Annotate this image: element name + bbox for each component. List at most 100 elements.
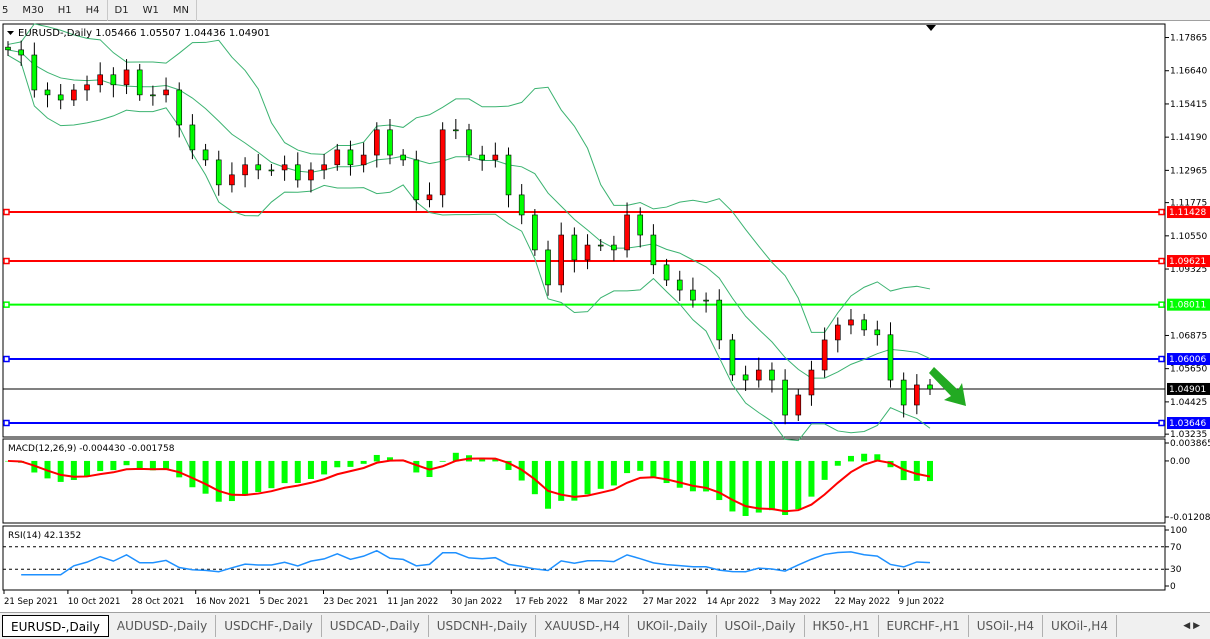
candle-body	[150, 94, 156, 97]
candle-body	[268, 169, 275, 172]
candle-body	[887, 334, 894, 381]
date-axis-label: 5 Dec 2021	[260, 597, 309, 607]
macd-histogram-bar	[242, 460, 249, 496]
level-price-badge	[1167, 255, 1210, 268]
price-axis-label: 1.04425	[1170, 398, 1207, 408]
rsi-label: RSI(14) 42.1352	[8, 531, 81, 541]
level-price-badge	[1167, 353, 1210, 366]
candle	[782, 369, 788, 425]
macd-histogram-bar	[255, 460, 262, 493]
timeframe-h1-button[interactable]: H1	[57, 4, 72, 16]
candle	[189, 114, 196, 160]
level-handle	[3, 208, 10, 216]
macd-histogram-bar	[321, 460, 328, 475]
macd-histogram-bar	[663, 460, 670, 484]
candle	[466, 123, 472, 162]
collapse-triangle-icon	[7, 31, 14, 35]
candle-body	[294, 164, 301, 181]
candle	[71, 84, 77, 106]
macd-histogram-bar	[149, 460, 156, 471]
macd-histogram-bar	[347, 460, 354, 467]
tab-usdchf-daily[interactable]: USDCHF-,Daily	[216, 615, 322, 637]
candle	[281, 155, 288, 181]
candle-body	[769, 369, 775, 381]
tab-ukoil-h4[interactable]: UKOil-,H4	[1043, 615, 1117, 637]
timeframe-5-button[interactable]: 5	[2, 4, 9, 16]
candle	[821, 327, 828, 378]
candle-body	[874, 329, 881, 336]
timeframe-mn-button[interactable]: MN	[172, 4, 189, 16]
timeframe-h4-button[interactable]: H4	[85, 4, 100, 16]
macd-histogram-bar	[795, 460, 802, 510]
date-axis-label: 30 Jan 2022	[451, 597, 502, 607]
macd-histogram-bar	[624, 460, 631, 474]
macd-histogram-bar	[676, 460, 683, 488]
macd-histogram-bar	[531, 460, 538, 495]
candle	[123, 59, 130, 95]
candle	[44, 82, 51, 108]
candle	[294, 152, 301, 188]
macd-label: MACD(12,26,9) -0.004430 -0.001758	[8, 444, 175, 454]
tab-usdcnh-daily[interactable]: USDCNH-,Daily	[429, 615, 537, 637]
candle-body	[281, 164, 288, 171]
macd-histogram-bar	[703, 460, 710, 492]
timeframe-m30-button[interactable]: M30	[22, 4, 44, 16]
rsi-axis-label: 70	[1170, 543, 1182, 553]
current-price-badge	[1167, 382, 1210, 395]
candle-body	[834, 324, 841, 341]
candle-body	[663, 264, 670, 281]
candle-body	[31, 54, 38, 91]
price-chart[interactable]: 1.17865 1.16640 1.15415 1.14190 1.12965 1.117…	[0, 21, 1210, 612]
level-handle	[3, 301, 10, 308]
candle-body	[861, 319, 867, 331]
candle-body	[532, 214, 538, 251]
tab-xauusd-h4[interactable]: XAUUSD-,H4	[536, 615, 629, 637]
candle-body	[558, 234, 565, 286]
candle-body	[690, 289, 696, 301]
level-handle	[1158, 208, 1165, 216]
level-handle	[3, 355, 10, 363]
candle-body	[44, 89, 51, 96]
tab-eurchf-h1[interactable]: EURCHF-,H1	[879, 615, 969, 637]
candle	[690, 277, 696, 308]
tab-usoil-h4[interactable]: USOil-,H4	[969, 615, 1044, 637]
tab-eurusd-daily[interactable]: EURUSD-,Daily	[2, 615, 109, 637]
candle-body	[360, 154, 367, 166]
candle-body	[808, 369, 815, 396]
candle	[597, 239, 604, 252]
candle	[97, 62, 103, 93]
tab-scroll-arrows[interactable]: ◀ ▶	[1183, 621, 1200, 631]
price-axis-label: 1.10550	[1170, 232, 1207, 242]
macd-histogram-bar	[70, 460, 77, 480]
tab-ukoil-daily[interactable]: UKOil-,Daily	[629, 615, 717, 637]
candle-body	[255, 164, 262, 171]
candle-body	[163, 89, 169, 96]
tab-audusd-daily[interactable]: AUDUSD-,Daily	[109, 615, 217, 637]
price-axis-label: 1.14190	[1170, 133, 1207, 143]
level-price-label: 1.03646	[1169, 419, 1206, 429]
price-axis-label: 1.17865	[1170, 34, 1207, 44]
timeframe-w1-button[interactable]: W1	[142, 4, 159, 16]
candle	[360, 142, 367, 173]
level-handle	[1158, 419, 1165, 427]
macd-histogram-bar	[452, 452, 459, 462]
level-price-badge	[1167, 417, 1210, 429]
tab-hk50-h1[interactable]: HK50-,H1	[805, 615, 879, 637]
date-axis-label: 11 Jan 2022	[387, 597, 438, 607]
price-axis-label: 1.15415	[1170, 100, 1207, 110]
candle	[755, 357, 762, 388]
candle	[769, 362, 775, 393]
price-axis-label: 1.06875	[1170, 331, 1207, 341]
macd-histogram-bar	[874, 454, 881, 462]
candle	[31, 42, 38, 98]
macd-histogram-bar	[610, 460, 617, 486]
tab-usoil-daily[interactable]: USOil-,Daily	[717, 615, 805, 637]
tab-usdcad-daily[interactable]: USDCAD-,Daily	[322, 615, 429, 637]
candle	[163, 77, 169, 103]
macd-histogram-bar	[123, 460, 130, 466]
macd-histogram-bar	[637, 460, 644, 471]
timeframe-d1-button[interactable]: D1	[114, 4, 129, 16]
candle-body	[229, 174, 235, 186]
macd-histogram-bar	[808, 460, 815, 497]
timeframe-toolbar: 5 M30 H1 H4 D1 W1 MN	[0, 0, 1210, 21]
